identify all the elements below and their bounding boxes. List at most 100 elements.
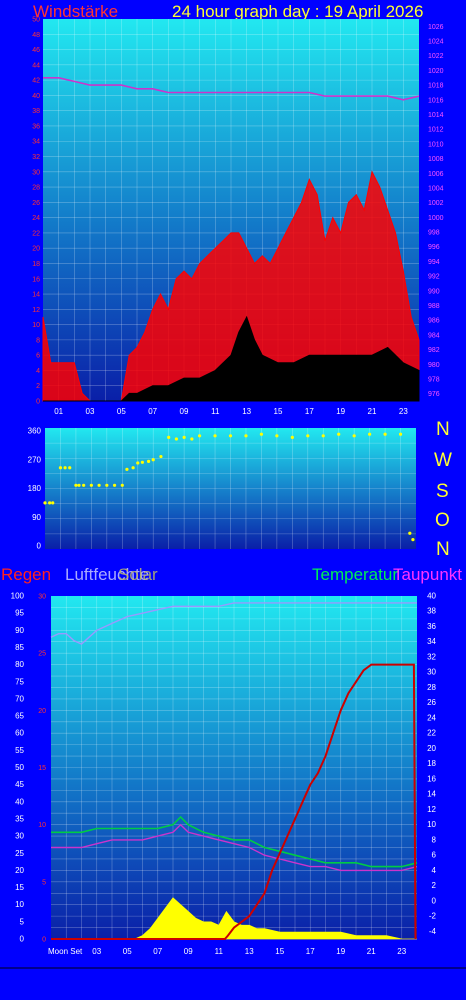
climate-time-tick-label: 03 (92, 947, 101, 956)
legend-solar: Solar (118, 565, 158, 584)
rain-tick-label: 10 (38, 822, 46, 829)
humidity-tick-label: 100 (11, 592, 25, 601)
legend-luftfeuchte: Luftfeuchte (65, 565, 149, 584)
direction-plot-background (45, 428, 416, 549)
humidity-tick-label: 95 (15, 609, 24, 618)
temperature-tick-label: 6 (432, 851, 437, 860)
direction-point (167, 435, 171, 439)
temperature-tick-label: 18 (427, 759, 436, 768)
direction-point (306, 434, 310, 438)
humidity-tick-label: 70 (15, 694, 24, 703)
climate-plot-background (51, 596, 417, 939)
temperature-tick-label: 40 (427, 592, 436, 601)
pressure-tick-label: 980 (428, 362, 440, 369)
direction-point (275, 434, 279, 438)
pressure-tick-label: 994 (428, 259, 440, 266)
temperature-tick-label: 26 (427, 698, 436, 707)
humidity-tick-label: 40 (15, 797, 24, 806)
temperature-tick-label: 30 (427, 668, 436, 677)
pressure-tick-label: 1022 (428, 53, 444, 60)
wind-speed-tick-label: 32 (32, 154, 40, 161)
wind-speed-tick-label: 46 (32, 47, 40, 54)
climate-time-axis: 03 05 07 09 11 13 15 17 19 21 23 (92, 947, 406, 956)
pressure-tick-label: 1016 (428, 97, 444, 104)
wind-speed-tick-label: 20 (32, 246, 40, 253)
pressure-tick-label: 1024 (428, 39, 444, 46)
wind-time-tick-label: 05 (117, 407, 126, 416)
compass-label: W (434, 450, 452, 471)
climate-time-tick-label: 07 (153, 947, 162, 956)
direction-point (190, 437, 194, 441)
wind-speed-tick-label: 6 (36, 353, 40, 360)
wind-speed-tick-label: 40 (32, 93, 40, 100)
humidity-tick-label: 25 (15, 849, 24, 858)
wind-speed-tick-label: 44 (32, 62, 40, 69)
humidity-tick-label: 30 (15, 832, 24, 841)
wind-average-series (43, 315, 420, 402)
climate-time-tick-label: 17 (306, 947, 315, 956)
wind-speed-tick-label: 28 (32, 185, 40, 192)
wind-speed-tick-label: 36 (32, 123, 40, 130)
temperature-series (51, 815, 418, 868)
rain-tick-label: 5 (42, 879, 46, 886)
climate-time-tick-label: 13 (245, 947, 254, 956)
humidity-tick-label: 20 (15, 866, 24, 875)
direction-point (408, 531, 412, 535)
wind-speed-tick-label: 42 (32, 78, 40, 85)
pressure-tick-label: 1014 (428, 112, 444, 119)
climate-time-tick-label: 23 (397, 947, 406, 956)
rain-tick-label: 20 (38, 708, 46, 715)
wind-time-tick-label: 13 (242, 407, 251, 416)
wind-speed-tick-label: 50 (32, 17, 40, 24)
temperature-tick-label: 10 (427, 820, 436, 829)
climate-time-tick-label: 15 (275, 947, 284, 956)
moon-set-label: Moon Set (48, 947, 83, 956)
direction-point (321, 434, 325, 438)
pressure-tick-label: 998 (428, 230, 440, 237)
pressure-tick-label: 978 (428, 376, 440, 383)
climate-marks (50, 602, 418, 940)
pressure-tick-label: 1018 (428, 83, 444, 90)
humidity-tick-label: 15 (15, 883, 24, 892)
humidity-tick-label: 55 (15, 746, 24, 755)
temperature-tick-label: 32 (427, 652, 436, 661)
pressure-tick-label: 1010 (428, 141, 444, 148)
temperature-tick-label: 28 (427, 683, 436, 692)
direction-point (131, 466, 135, 470)
wind-speed-tick-label: 16 (32, 276, 40, 283)
wind-speed-tick-label: 18 (32, 261, 40, 268)
wind-speed-tick-label: 24 (32, 215, 40, 222)
pressure-tick-label: 1006 (428, 171, 444, 178)
temperature-tick-label: 4 (432, 866, 437, 875)
wind-speed-tick-label: 22 (32, 230, 40, 237)
wind-speed-axis: 0246810121416182022242628303234363840424… (32, 17, 40, 406)
temperature-axis: -4-2024681012141618202224262830323436384… (427, 592, 436, 936)
direction-axis: 0 90 180 270 360 (28, 427, 42, 551)
humidity-tick-label: 80 (15, 660, 24, 669)
wind-chart-title: Windstärke (33, 2, 118, 21)
wind-time-tick-label: 17 (305, 407, 314, 416)
wind-time-tick-label: 07 (148, 407, 157, 416)
pressure-tick-label: 990 (428, 288, 440, 295)
direction-point (228, 434, 233, 438)
pressure-tick-label: 992 (428, 274, 440, 281)
temperature-tick-label: -2 (429, 912, 437, 921)
humidity-tick-label: 90 (15, 626, 24, 635)
direction-point (151, 458, 155, 462)
climate-time-tick-label: 05 (123, 947, 132, 956)
wind-speed-tick-label: 10 (32, 322, 40, 329)
temperature-tick-label: 36 (427, 622, 436, 631)
direction-point (140, 460, 144, 464)
temperature-tick-label: 24 (427, 713, 436, 722)
climate-time-tick-label: 11 (215, 947, 224, 956)
temperature-tick-label: 14 (427, 790, 436, 799)
direction-point (58, 466, 63, 470)
humidity-tick-label: 35 (15, 814, 24, 823)
temperature-tick-label: 12 (427, 805, 436, 814)
direction-marks (43, 432, 415, 542)
wind-speed-tick-label: 34 (32, 139, 40, 146)
direction-point (74, 483, 78, 487)
humidity-series (50, 602, 417, 645)
compass-label: N (436, 419, 450, 440)
